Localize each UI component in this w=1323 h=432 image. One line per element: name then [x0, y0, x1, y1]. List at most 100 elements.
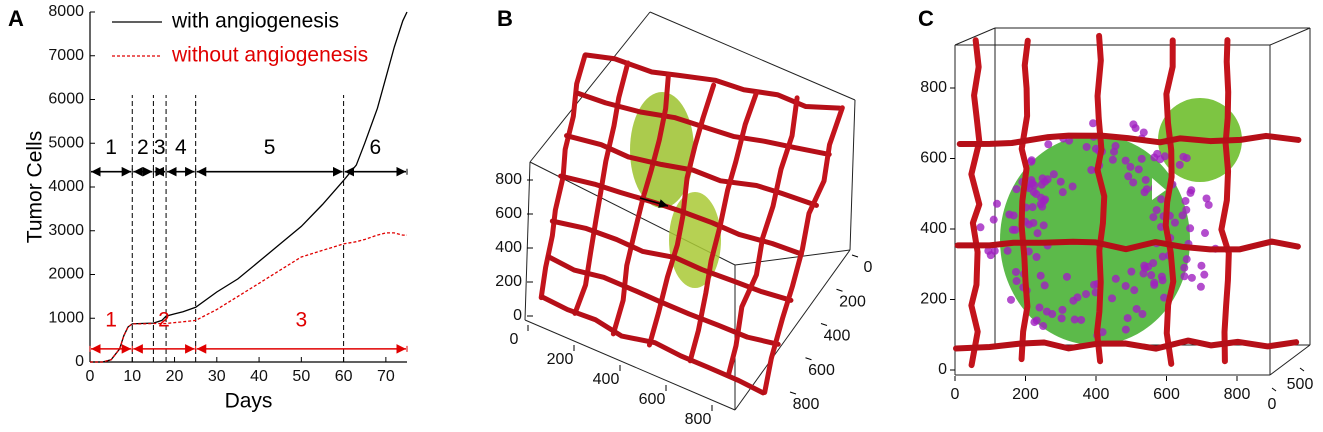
cells — [1147, 271, 1156, 280]
vessel — [1018, 37, 1031, 363]
x-tick-label: 50 — [292, 368, 310, 385]
phase-label: 1 — [105, 308, 117, 331]
cells — [1158, 252, 1167, 261]
x-tick-label: 60 — [335, 368, 353, 385]
box-edge — [1269, 27, 1311, 46]
box-edge — [529, 11, 651, 163]
vessel — [1162, 37, 1177, 367]
cells — [1170, 218, 1179, 227]
cells — [1087, 165, 1096, 174]
tick-label: 0 — [864, 259, 873, 276]
cells — [1098, 328, 1107, 337]
vessel — [968, 37, 983, 369]
cells — [1007, 295, 1016, 304]
cells — [1129, 120, 1138, 129]
cells — [1082, 142, 1091, 151]
cells — [1187, 186, 1196, 195]
cells — [1068, 182, 1077, 191]
cells — [1204, 200, 1213, 209]
cells — [1138, 310, 1147, 319]
cells — [1032, 253, 1041, 262]
y-tick-label: 8000 — [48, 3, 84, 20]
cells — [1200, 270, 1209, 279]
y-tick-label: 2000 — [48, 266, 84, 283]
tick-mark — [1299, 367, 1305, 372]
cells — [1110, 147, 1119, 156]
tick-label: 600 — [639, 391, 666, 408]
vessel — [1218, 37, 1232, 365]
cells — [1036, 271, 1045, 280]
panel-label: A — [8, 6, 24, 31]
y-axis-title: Tumor Cells — [24, 131, 47, 243]
cells — [1044, 140, 1053, 149]
tick-label: 200 — [547, 351, 574, 368]
cells — [1149, 213, 1158, 222]
cells — [1121, 156, 1130, 165]
cells — [1038, 202, 1047, 211]
tick-mark — [1271, 387, 1277, 392]
cells — [1027, 157, 1036, 166]
cells — [1127, 267, 1136, 276]
cells — [1139, 269, 1148, 278]
cells — [1134, 165, 1143, 174]
tick-label: 800 — [495, 171, 522, 188]
vessel — [546, 254, 781, 347]
cells — [1201, 229, 1210, 238]
cells — [1090, 280, 1099, 289]
phase-label: 3 — [295, 308, 307, 331]
cells — [1005, 210, 1014, 219]
cells — [1108, 155, 1117, 164]
cells — [989, 215, 998, 224]
panel-label: C — [918, 6, 934, 31]
cells — [1012, 277, 1021, 286]
tick-label: 400 — [495, 239, 522, 256]
tick-label: 0 — [951, 386, 960, 403]
cells — [1152, 206, 1161, 215]
vessel — [953, 337, 1300, 352]
box-edge — [734, 249, 851, 266]
tick-label: 200 — [1012, 386, 1039, 403]
cells — [1032, 316, 1041, 325]
series-line — [90, 11, 408, 363]
cells — [1108, 294, 1117, 303]
tick-label: 0 — [1268, 396, 1277, 413]
cells — [1037, 180, 1046, 189]
cells — [1180, 272, 1189, 281]
tick-mark — [805, 357, 812, 361]
tick-label: 600 — [808, 362, 835, 379]
cells — [1123, 314, 1132, 323]
tick-label: 400 — [920, 220, 947, 237]
cells — [1157, 195, 1166, 204]
legend-label: with angiogenesis — [171, 10, 339, 33]
cells — [1070, 315, 1079, 324]
cells — [1197, 261, 1206, 270]
tick-label: 600 — [1153, 386, 1180, 403]
vessel — [564, 133, 819, 208]
cells — [1196, 282, 1205, 291]
y-tick-label: 4000 — [48, 178, 84, 195]
cells — [1077, 315, 1086, 324]
tick-label: 500 — [1287, 376, 1314, 393]
y-tick-label: 3000 — [48, 222, 84, 239]
tick-label: 400 — [1083, 386, 1110, 403]
cells — [1179, 152, 1188, 161]
x-tick-label: 20 — [166, 368, 184, 385]
x-axis-title: Days — [225, 390, 273, 413]
cells — [1073, 293, 1082, 302]
arrow — [639, 197, 669, 208]
box-edge — [524, 319, 736, 411]
cells — [990, 246, 999, 255]
cells — [1121, 281, 1130, 290]
y-tick-label: 0 — [75, 353, 84, 370]
tick-mark — [836, 288, 843, 292]
cells — [1028, 203, 1037, 212]
tick-label: 200 — [839, 293, 866, 310]
vessel — [762, 105, 845, 395]
cells — [1057, 314, 1066, 323]
cells — [1062, 272, 1071, 281]
cells — [1130, 286, 1139, 295]
cells — [1039, 221, 1048, 230]
y-tick-label: 7000 — [48, 47, 84, 64]
cells — [1132, 304, 1141, 313]
phase-label: 3 — [154, 136, 166, 159]
